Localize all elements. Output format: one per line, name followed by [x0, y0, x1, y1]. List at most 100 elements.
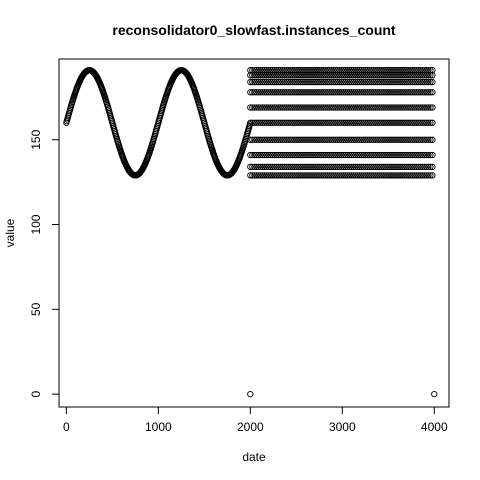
data-point	[317, 89, 325, 96]
data-point	[392, 78, 400, 86]
data-point	[265, 172, 272, 179]
data-point	[326, 151, 333, 159]
data-point	[354, 136, 361, 143]
data-point	[413, 163, 420, 171]
data-point	[332, 163, 339, 171]
data-point	[384, 104, 392, 111]
data-point	[400, 119, 408, 126]
data-point	[328, 89, 335, 96]
data-point	[320, 89, 327, 96]
data-point	[392, 104, 400, 111]
data-point	[400, 151, 408, 159]
data-point	[334, 136, 341, 143]
data-point	[263, 119, 270, 126]
data-point	[356, 163, 363, 171]
data-point	[311, 89, 319, 96]
data-point	[311, 78, 319, 86]
data-point	[255, 151, 262, 159]
data-point	[320, 163, 327, 171]
data-point	[407, 119, 414, 126]
data-point	[271, 163, 278, 171]
data-point	[378, 163, 385, 171]
data-point	[322, 172, 329, 179]
data-point	[253, 119, 260, 126]
data-point	[376, 172, 383, 179]
data-point	[402, 119, 410, 126]
data-point	[368, 104, 375, 111]
data-point	[293, 104, 301, 111]
data-point	[289, 119, 296, 126]
data-point	[259, 163, 266, 171]
data-point	[305, 172, 313, 179]
data-point	[366, 119, 373, 126]
data-point	[386, 78, 394, 86]
data-point	[366, 172, 373, 179]
data-point	[429, 136, 436, 143]
data-point	[346, 89, 353, 96]
data-point	[324, 172, 331, 179]
data-point	[415, 163, 422, 171]
data-point	[261, 136, 268, 143]
data-point	[279, 151, 286, 159]
x-tick-label: 2000	[237, 420, 264, 434]
data-point	[265, 78, 272, 86]
data-point	[295, 151, 303, 159]
data-point	[425, 89, 432, 96]
data-point	[281, 119, 288, 126]
data-point	[279, 172, 286, 179]
data-point	[281, 163, 288, 171]
data-point	[342, 119, 349, 126]
data-point	[415, 119, 422, 126]
data-point	[281, 172, 288, 179]
data-point	[249, 119, 256, 126]
data-point	[253, 136, 260, 143]
data-point	[368, 119, 375, 126]
data-point	[309, 163, 317, 171]
data-point	[407, 89, 414, 96]
data-point	[360, 78, 367, 86]
data-point	[388, 172, 396, 179]
data-point	[380, 89, 388, 96]
data-point	[253, 151, 260, 159]
data-point	[311, 151, 319, 159]
data-point	[330, 119, 337, 126]
data-point	[247, 151, 254, 159]
data-point	[358, 119, 365, 126]
data-point	[423, 78, 430, 86]
data-point	[277, 172, 284, 179]
data-point	[402, 163, 410, 171]
data-point	[413, 151, 420, 159]
data-point	[269, 172, 276, 179]
data-point	[364, 151, 371, 159]
data-point	[263, 78, 270, 86]
data-point	[374, 163, 381, 171]
data-point	[322, 89, 329, 96]
data-point	[394, 78, 402, 86]
data-point	[396, 119, 404, 126]
data-point	[271, 172, 278, 179]
data-point	[380, 136, 388, 143]
data-point	[281, 104, 288, 111]
data-point	[360, 136, 367, 143]
data-point	[400, 78, 408, 86]
data-point	[382, 172, 390, 179]
data-point	[338, 78, 345, 86]
data-point	[368, 78, 375, 86]
data-point	[279, 163, 286, 171]
data-point	[372, 89, 379, 96]
data-point	[257, 89, 264, 96]
data-point	[378, 89, 385, 96]
data-point	[293, 151, 301, 159]
data-point	[313, 78, 321, 86]
data-point	[303, 89, 311, 96]
data-point	[299, 151, 307, 159]
data-point	[402, 136, 410, 143]
data-point	[342, 172, 349, 179]
data-point	[257, 163, 264, 171]
data-point	[350, 151, 357, 159]
data-point	[358, 172, 365, 179]
data-point	[368, 151, 375, 159]
data-point	[417, 104, 424, 111]
data-point	[374, 119, 381, 126]
data-point	[265, 119, 272, 126]
